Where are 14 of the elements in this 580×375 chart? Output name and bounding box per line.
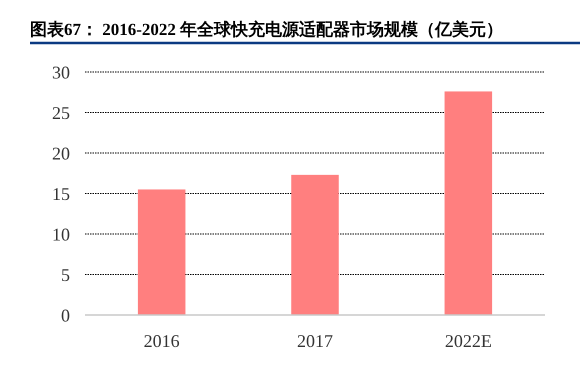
y-tick-label: 15 [52, 184, 70, 204]
bar [291, 174, 339, 315]
y-tick-label: 20 [52, 143, 70, 164]
bar [444, 91, 492, 315]
y-tick-label: 10 [52, 224, 70, 244]
y-tick-label: 5 [61, 264, 70, 285]
bar [138, 189, 186, 315]
y-tick-label: 0 [61, 305, 70, 326]
x-tick-label: 2017 [297, 331, 333, 351]
x-tick-label: 2016 [144, 331, 180, 351]
chart-title: 图表67： 2016-2022 年全球快充电源适配器市场规模（亿美元） [30, 20, 504, 39]
y-tick-label: 30 [52, 62, 70, 82]
y-tick-label: 25 [52, 102, 70, 123]
x-tick-label: 2022E [444, 331, 492, 351]
